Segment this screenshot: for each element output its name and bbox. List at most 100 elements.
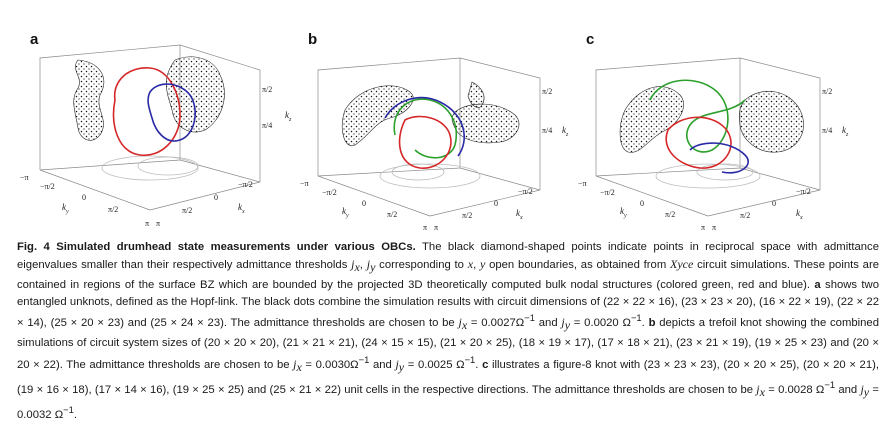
- caption-text-1: The black diamond-shaped points indicate…: [17, 241, 879, 271]
- caption-x: x: [467, 256, 474, 271]
- figure-caption: Fig. 4 Simulated drumhead state measurem…: [17, 239, 879, 423]
- panel-a-tick-minus-pi: −π: [20, 173, 29, 182]
- panel-a-drumhead-dots: [73, 56, 225, 141]
- caption-c-jx: j: [756, 381, 760, 396]
- panel-b: b π/2 π/4 kz −: [300, 31, 569, 232]
- caption-c-jx-sub: x: [759, 384, 765, 399]
- panel-b-tick-pi: π: [423, 223, 427, 232]
- caption-b-jy-sub: y: [398, 360, 405, 375]
- panel-b-tick-kx-minus-pi2: −π/2: [518, 187, 533, 196]
- caption-xyce: Xyce: [670, 256, 694, 271]
- caption-text-2: corresponding to: [375, 258, 468, 271]
- panel-b-tick-kz-pi2: π/2: [542, 87, 552, 96]
- caption-c-jy-sub: y: [863, 384, 870, 399]
- panel-a-axis-ky: ky: [62, 202, 69, 215]
- panel-a-tick-kz-pi4: π/4: [262, 121, 272, 130]
- panel-c-tick-pi2: π/2: [665, 210, 675, 219]
- caption-b-end: .: [475, 358, 483, 371]
- panel-a-tick-zero: 0: [82, 193, 86, 202]
- caption-a-exp1: −1: [524, 312, 535, 324]
- caption-fig-label: Fig. 4 Simulated drumhead state measurem…: [17, 241, 416, 253]
- panel-c-axis-kx: kx: [796, 208, 803, 221]
- panel-b-tick-minus-pi: −π: [300, 179, 309, 188]
- caption-a-exp2: −1: [630, 312, 642, 324]
- panel-c-tick-minus-pi: −π: [578, 179, 587, 188]
- panel-b-tick-pi-b: π: [434, 223, 438, 232]
- caption-a-end: .: [641, 317, 649, 330]
- caption-a-and: and: [535, 317, 562, 330]
- caption-text-3: ,: [473, 258, 480, 271]
- caption-panel-b-ref: b: [648, 317, 656, 330]
- figure-svg: a π/2 π: [20, 31, 849, 232]
- caption-text-4: open boundaries, as obtained from: [485, 258, 670, 271]
- panel-c-blue-curve: [689, 142, 749, 174]
- panel-c-projection: [655, 163, 761, 189]
- panel-c-tick-kx-minus-pi2: −π/2: [796, 187, 811, 196]
- panel-b-tick-minus-pi2: −π/2: [322, 188, 337, 197]
- panel-c-tick-pi-b: π: [712, 223, 716, 232]
- caption-y: y: [479, 256, 486, 271]
- caption-comma: ,: [359, 258, 367, 271]
- panel-a-projection: [101, 155, 199, 181]
- panel-b-tick-zero: 0: [362, 199, 366, 208]
- panel-b-tick-kx-pi2: π/2: [462, 211, 472, 220]
- caption-panel-a-ref: a: [814, 278, 821, 291]
- figure-4-panels: a π/2 π: [20, 31, 849, 232]
- panel-a-tick-kx-zero: 0: [214, 193, 218, 202]
- caption-jy-sub: y: [370, 260, 376, 275]
- panel-c-label: c: [586, 31, 594, 48]
- panel-c-red-curve: [665, 116, 732, 169]
- panel-b-projection: [379, 163, 481, 189]
- panel-b-axis-kx: kx: [516, 208, 523, 221]
- panel-c-tick-pi: π: [701, 223, 705, 232]
- panel-a-tick-kx-pi2: π/2: [182, 206, 192, 215]
- panel-a-axis-kz: kz: [285, 110, 292, 123]
- caption-a-jx: j: [458, 315, 462, 330]
- panel-b-axis-ky: ky: [342, 206, 349, 219]
- panel-a-red-curve: [112, 67, 181, 157]
- panel-b-tick-kz-pi4: π/4: [542, 126, 552, 135]
- panel-b-label: b: [308, 31, 317, 48]
- caption-a-jy-sub: y: [564, 318, 571, 333]
- panel-a-tick-pi: π: [145, 219, 149, 228]
- caption-b-jx: j: [293, 356, 297, 371]
- panel-c-axis-ky: ky: [620, 206, 627, 219]
- caption-c-exp1: −1: [824, 378, 836, 390]
- caption-b-exp1: −1: [358, 354, 370, 366]
- panel-a-tick-minus-pi2: −π/2: [40, 182, 55, 191]
- panel-c-axis-kz: kz: [842, 125, 849, 138]
- panel-c-tick-kz-pi2: π/2: [822, 87, 832, 96]
- panel-b-tick-pi2: π/2: [387, 210, 397, 219]
- panel-a-tick-kx-minus-pi2: −π/2: [238, 180, 253, 189]
- caption-a-jy: j: [561, 315, 565, 330]
- panel-c-tick-kx-pi2: π/2: [740, 211, 750, 220]
- panel-c: c π/2 π/4 kz −π −: [578, 31, 849, 232]
- caption-b-val1: = 0.0030Ω: [301, 358, 359, 371]
- caption-jy: j: [366, 256, 371, 271]
- panel-b-drumhead-dots: [341, 81, 520, 147]
- panel-a-blue-curve: [147, 83, 196, 142]
- panel-c-tick-minus-pi2: −π/2: [600, 188, 615, 197]
- panel-a-tick-pi2: π/2: [108, 205, 118, 214]
- panel-a: a π/2 π: [20, 31, 292, 228]
- panel-a-tick-kz-pi2: π/2: [262, 85, 272, 94]
- panel-c-tick-zero: 0: [640, 199, 644, 208]
- caption-text-5: circuit simulations. These points are co…: [17, 258, 879, 291]
- caption-a-jx-sub: x: [461, 318, 468, 333]
- panel-c-drumhead-dots: [619, 86, 804, 153]
- panel-c-green-curve: [649, 79, 746, 153]
- caption-c-and: and: [835, 383, 861, 396]
- panel-c-box: [595, 57, 821, 217]
- caption-b-val2: = 0.0025 Ω: [404, 358, 465, 371]
- panel-a-axis-kx: kx: [238, 202, 245, 215]
- caption-text-6: shows two entangled unknots, defined as …: [17, 278, 879, 330]
- panel-b-axis-kz: kz: [562, 125, 569, 138]
- caption-a-val1: = 0.0027Ω: [467, 317, 525, 330]
- caption-text-7: depicts a trefoil knot showing the combi…: [17, 317, 879, 371]
- caption-jx-sub: x: [354, 260, 360, 275]
- caption-c-exp2: −1: [63, 403, 74, 415]
- caption-c-jy: j: [860, 381, 864, 396]
- caption-a-val2: = 0.0020 Ω: [570, 317, 631, 330]
- panel-b-red-curve: [398, 115, 452, 169]
- caption-c-val1: = 0.0028 Ω: [764, 383, 825, 396]
